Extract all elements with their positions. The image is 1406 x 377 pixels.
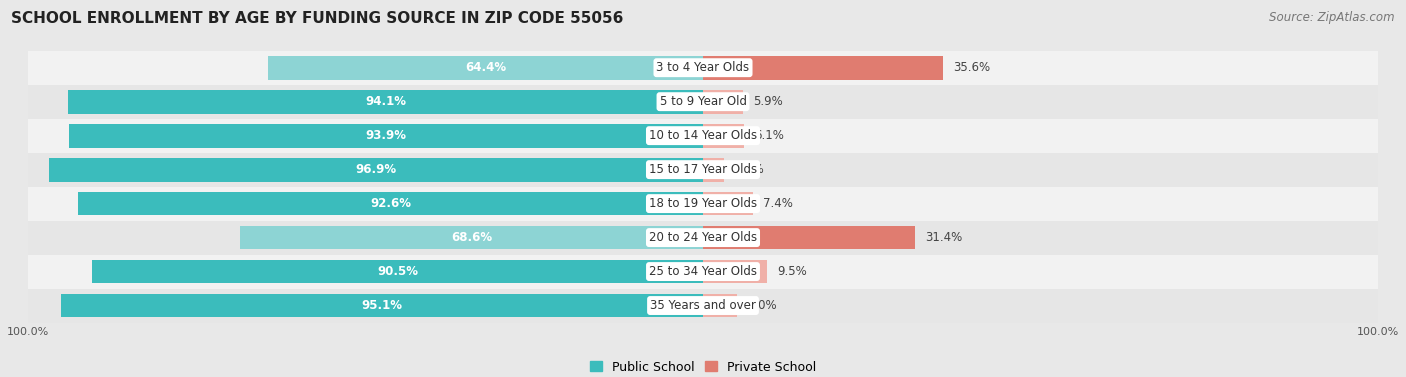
Bar: [28, 85, 1378, 119]
Bar: [28, 254, 1378, 288]
Bar: [28, 153, 1378, 187]
Bar: [703, 192, 754, 216]
Text: 64.4%: 64.4%: [465, 61, 506, 74]
Text: 35.6%: 35.6%: [953, 61, 990, 74]
Bar: [67, 90, 703, 113]
Bar: [703, 124, 744, 147]
Text: 5 to 9 Year Old: 5 to 9 Year Old: [659, 95, 747, 108]
Bar: [28, 221, 1378, 254]
Text: 90.5%: 90.5%: [377, 265, 418, 278]
Bar: [269, 56, 703, 80]
Text: 15 to 17 Year Olds: 15 to 17 Year Olds: [650, 163, 756, 176]
Bar: [49, 158, 703, 181]
Text: 94.1%: 94.1%: [366, 95, 406, 108]
Text: 25 to 34 Year Olds: 25 to 34 Year Olds: [650, 265, 756, 278]
Text: 31.4%: 31.4%: [925, 231, 962, 244]
Text: 5.9%: 5.9%: [754, 95, 783, 108]
Text: 68.6%: 68.6%: [451, 231, 492, 244]
Bar: [240, 226, 703, 250]
Text: 10 to 14 Year Olds: 10 to 14 Year Olds: [650, 129, 756, 142]
Text: 95.1%: 95.1%: [361, 299, 402, 312]
Text: 7.4%: 7.4%: [763, 197, 793, 210]
Bar: [62, 294, 703, 317]
Bar: [79, 192, 703, 216]
Bar: [703, 260, 768, 284]
Bar: [93, 260, 703, 284]
Text: 3 to 4 Year Olds: 3 to 4 Year Olds: [657, 61, 749, 74]
Text: Source: ZipAtlas.com: Source: ZipAtlas.com: [1270, 11, 1395, 24]
Text: 20 to 24 Year Olds: 20 to 24 Year Olds: [650, 231, 756, 244]
Text: 18 to 19 Year Olds: 18 to 19 Year Olds: [650, 197, 756, 210]
Bar: [28, 119, 1378, 153]
Text: 93.9%: 93.9%: [366, 129, 406, 142]
Legend: Public School, Private School: Public School, Private School: [585, 356, 821, 377]
Text: 5.0%: 5.0%: [747, 299, 776, 312]
Bar: [28, 187, 1378, 221]
Text: SCHOOL ENROLLMENT BY AGE BY FUNDING SOURCE IN ZIP CODE 55056: SCHOOL ENROLLMENT BY AGE BY FUNDING SOUR…: [11, 11, 624, 26]
Text: 3.1%: 3.1%: [734, 163, 763, 176]
Bar: [28, 51, 1378, 85]
Bar: [703, 158, 724, 181]
Bar: [703, 294, 737, 317]
Bar: [28, 288, 1378, 322]
Text: 9.5%: 9.5%: [778, 265, 807, 278]
Text: 96.9%: 96.9%: [356, 163, 396, 176]
Bar: [703, 226, 915, 250]
Text: 6.1%: 6.1%: [754, 129, 785, 142]
Bar: [69, 124, 703, 147]
Text: 35 Years and over: 35 Years and over: [650, 299, 756, 312]
Bar: [703, 56, 943, 80]
Text: 92.6%: 92.6%: [370, 197, 411, 210]
Bar: [703, 90, 742, 113]
